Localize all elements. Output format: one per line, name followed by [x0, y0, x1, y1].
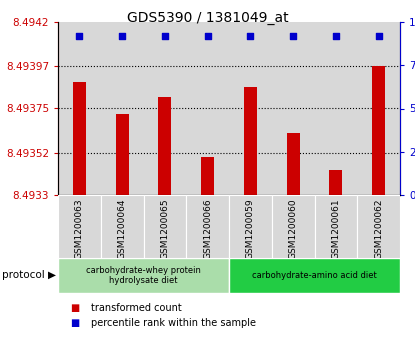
- Text: GSM1200061: GSM1200061: [331, 198, 340, 259]
- Text: percentile rank within the sample: percentile rank within the sample: [91, 318, 256, 328]
- Text: GSM1200064: GSM1200064: [117, 198, 127, 259]
- Bar: [357, 195, 400, 258]
- Text: GSM1200062: GSM1200062: [374, 198, 383, 259]
- Bar: [58, 258, 229, 293]
- Text: GSM1200066: GSM1200066: [203, 198, 212, 259]
- Point: [204, 33, 211, 39]
- Bar: [229, 22, 272, 195]
- Bar: [330, 170, 342, 195]
- Bar: [272, 195, 315, 258]
- Bar: [315, 195, 357, 258]
- Text: ■: ■: [71, 318, 80, 328]
- Text: ■: ■: [71, 303, 80, 313]
- Text: carbohydrate-whey protein
hydrolysate diet: carbohydrate-whey protein hydrolysate di…: [86, 266, 201, 285]
- Bar: [229, 195, 272, 258]
- Bar: [58, 195, 101, 258]
- Text: GDS5390 / 1381049_at: GDS5390 / 1381049_at: [127, 11, 288, 25]
- Bar: [159, 97, 171, 195]
- Bar: [186, 22, 229, 195]
- Bar: [272, 22, 315, 195]
- Bar: [372, 66, 385, 195]
- Bar: [357, 22, 400, 195]
- Point: [161, 33, 168, 39]
- Point: [119, 33, 125, 39]
- Point: [76, 33, 83, 39]
- Bar: [201, 156, 214, 195]
- Text: protocol ▶: protocol ▶: [2, 270, 56, 281]
- Text: GSM1200065: GSM1200065: [160, 198, 169, 259]
- Point: [332, 33, 339, 39]
- Point: [247, 33, 254, 39]
- Bar: [58, 22, 101, 195]
- Bar: [287, 134, 300, 195]
- Bar: [144, 195, 186, 258]
- Point: [375, 33, 382, 39]
- Bar: [144, 22, 186, 195]
- Bar: [244, 87, 257, 195]
- Text: GSM1200059: GSM1200059: [246, 198, 255, 259]
- Bar: [101, 22, 144, 195]
- Text: carbohydrate-amino acid diet: carbohydrate-amino acid diet: [252, 271, 377, 280]
- Bar: [315, 22, 357, 195]
- Point: [290, 33, 296, 39]
- Bar: [73, 82, 86, 195]
- Text: GSM1200060: GSM1200060: [288, 198, 298, 259]
- Text: transformed count: transformed count: [91, 303, 182, 313]
- Bar: [101, 195, 144, 258]
- Bar: [116, 114, 129, 195]
- Bar: [186, 195, 229, 258]
- Text: GSM1200063: GSM1200063: [75, 198, 84, 259]
- Bar: [229, 258, 400, 293]
